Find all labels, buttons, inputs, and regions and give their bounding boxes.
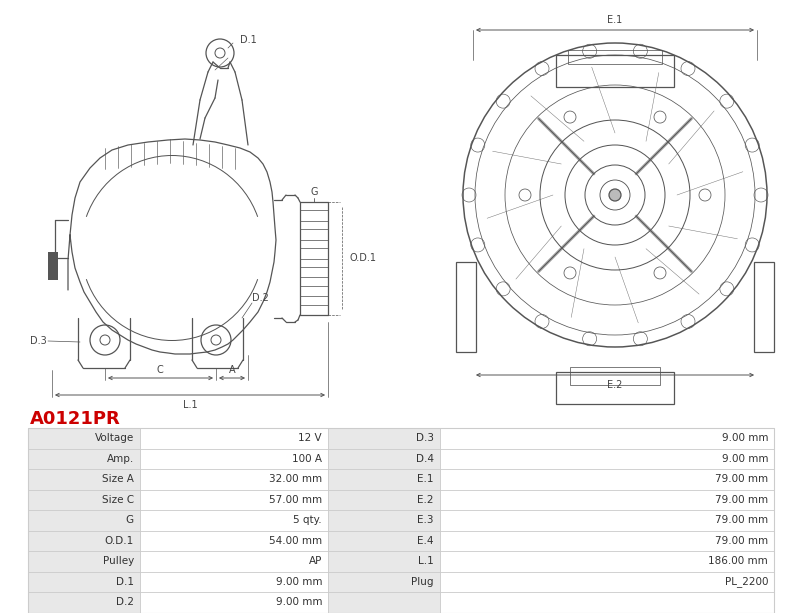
Text: D.4: D.4 [416,454,434,464]
Bar [28,428,140,449]
Bar [28,571,140,592]
Bar [28,490,140,510]
Bar [570,367,660,385]
Text: 9.00 mm: 9.00 mm [275,577,322,587]
Text: D.2: D.2 [252,293,269,303]
Bar [140,530,328,551]
Bar [456,262,476,352]
Bar [28,592,140,612]
Bar [28,530,140,551]
Bar [48,252,58,280]
Bar [440,592,774,612]
Bar [140,571,328,592]
Text: D.2: D.2 [116,597,134,607]
Text: 9.00 mm: 9.00 mm [722,454,768,464]
Bar [440,551,774,571]
Text: 79.00 mm: 79.00 mm [715,495,768,504]
Bar [328,592,440,612]
Text: 100 A: 100 A [292,454,322,464]
Text: D.1: D.1 [116,577,134,587]
Text: AP: AP [309,556,322,566]
Bar [28,551,140,571]
Bar [28,428,774,612]
Text: L.1: L.1 [182,400,198,410]
Bar [440,510,774,530]
Text: E.3: E.3 [418,516,434,525]
Bar [556,372,674,404]
Text: G: G [126,516,134,525]
Bar [440,530,774,551]
Bar [328,551,440,571]
Text: Pulley: Pulley [102,556,134,566]
Bar [140,490,328,510]
Bar [328,530,440,551]
Text: 79.00 mm: 79.00 mm [715,516,768,525]
Text: G: G [310,187,318,197]
Text: O.D.1: O.D.1 [350,253,377,263]
Text: E.2: E.2 [607,380,622,390]
Text: 79.00 mm: 79.00 mm [715,536,768,546]
Text: D.3: D.3 [30,336,46,346]
Bar [140,428,328,449]
Bar [328,449,440,469]
Circle shape [609,189,621,201]
Text: E.1: E.1 [418,474,434,484]
Text: C: C [157,365,163,375]
Text: 186.00 mm: 186.00 mm [708,556,768,566]
Bar [440,469,774,490]
Text: Size C: Size C [102,495,134,504]
Text: E.2: E.2 [418,495,434,504]
Bar [328,571,440,592]
Text: 54.00 mm: 54.00 mm [269,536,322,546]
Text: PL_2200: PL_2200 [725,576,768,587]
Bar [440,428,774,449]
Bar [568,50,662,64]
Bar [28,469,140,490]
Text: 79.00 mm: 79.00 mm [715,474,768,484]
Bar [556,55,674,87]
Bar [754,262,774,352]
Text: 5 qty.: 5 qty. [294,516,322,525]
Bar [328,510,440,530]
Bar [28,510,140,530]
Bar [140,592,328,612]
Text: D.1: D.1 [240,35,257,45]
Text: Voltage: Voltage [94,433,134,443]
Text: 9.00 mm: 9.00 mm [722,433,768,443]
Text: D.3: D.3 [416,433,434,443]
Bar [328,490,440,510]
Text: L.1: L.1 [418,556,434,566]
Text: A: A [229,365,235,375]
Text: Amp.: Amp. [106,454,134,464]
Bar [140,449,328,469]
Text: Plug: Plug [411,577,434,587]
Text: O.D.1: O.D.1 [105,536,134,546]
Bar [440,490,774,510]
Bar [328,428,440,449]
Bar [328,469,440,490]
Text: 57.00 mm: 57.00 mm [269,495,322,504]
Text: 12 V: 12 V [298,433,322,443]
Text: 32.00 mm: 32.00 mm [269,474,322,484]
Bar [140,510,328,530]
Text: A0121PR: A0121PR [30,410,121,428]
Bar [440,571,774,592]
Text: E.4: E.4 [418,536,434,546]
Text: 9.00 mm: 9.00 mm [275,597,322,607]
Bar [140,551,328,571]
Bar [28,449,140,469]
Text: Size A: Size A [102,474,134,484]
Bar [140,469,328,490]
Bar [440,449,774,469]
Text: E.1: E.1 [607,15,622,25]
